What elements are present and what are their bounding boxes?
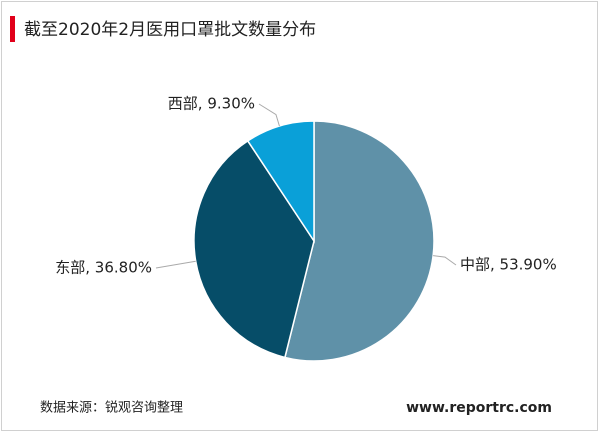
website: www.reportrc.com <box>406 400 552 416</box>
pie-slice <box>193 139 315 359</box>
pie-slice <box>283 120 435 362</box>
leader-line <box>258 103 280 127</box>
title-marker <box>10 16 15 42</box>
pie-slice <box>246 120 315 244</box>
data-label: 西部, 9.30% <box>168 95 255 113</box>
data-label: 东部, 36.80% <box>55 259 152 277</box>
chart-title: 截至2020年2月医用口罩批文数量分布 <box>24 20 316 40</box>
leader-line <box>433 255 457 266</box>
data-label: 中部, 53.90% <box>460 256 557 274</box>
source-note: 数据来源：锐观咨询整理 <box>40 401 183 416</box>
leader-line <box>155 260 196 269</box>
